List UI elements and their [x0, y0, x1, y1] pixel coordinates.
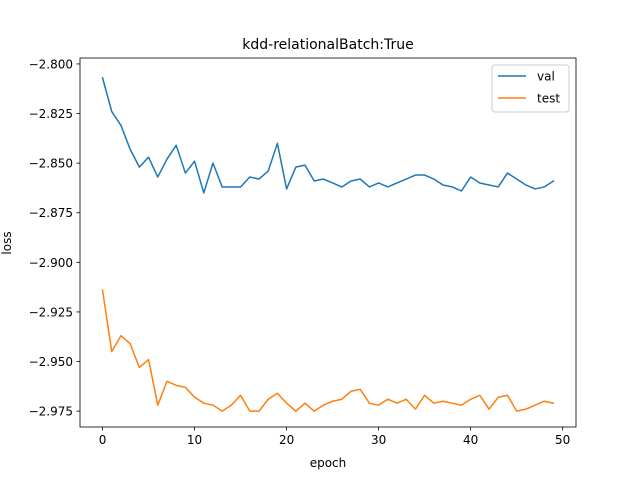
x-tick-label: 20 — [279, 433, 294, 447]
series-line-val — [101, 76, 555, 194]
x-axis: 0 10 20 30 40 50 — [99, 427, 570, 447]
legend: val test — [491, 64, 570, 113]
y-axis-label: loss — [0, 231, 14, 254]
series-line-test — [101, 289, 555, 412]
legend-label-test: test — [537, 92, 560, 106]
y-tick-label: −2.950 — [29, 355, 73, 369]
x-tick-label: 50 — [555, 433, 570, 447]
y-tick-label: −2.825 — [29, 107, 73, 121]
x-axis-label: epoch — [310, 456, 347, 470]
y-tick-label: −2.850 — [29, 157, 73, 171]
x-tick-label: 40 — [463, 433, 478, 447]
legend-label-val: val — [537, 70, 555, 84]
y-tick-label: −2.800 — [29, 57, 73, 71]
y-axis: −2.800 −2.825 −2.850 −2.875 −2.900 −2.925 −2.9… — [29, 57, 80, 419]
plot-lines — [101, 76, 555, 412]
chart-title: kdd-relationalBatch:True — [242, 37, 413, 53]
x-tick-label: 10 — [187, 433, 202, 447]
y-tick-label: −2.875 — [29, 206, 73, 220]
y-tick-label: −2.925 — [29, 305, 73, 319]
x-tick-label: 30 — [371, 433, 386, 447]
plot-frame — [79, 57, 577, 428]
y-tick-label: −2.975 — [29, 405, 73, 419]
x-tick-label: 0 — [99, 433, 107, 447]
y-tick-label: −2.900 — [29, 256, 73, 270]
